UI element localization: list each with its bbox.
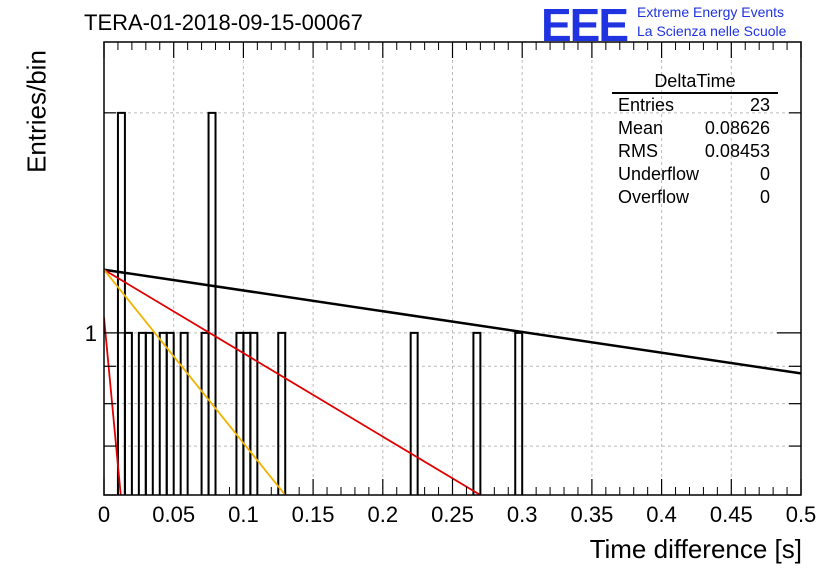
stats-value: 0	[759, 164, 770, 184]
stats-row: Underflow 0	[612, 163, 778, 186]
stats-row: Entries 23	[612, 94, 778, 117]
histogram-bars	[116, 111, 524, 495]
stats-box: DeltaTime Entries 23 Mean 0.08626 RMS 0.084…	[612, 70, 778, 209]
histogram-bin	[165, 331, 175, 495]
histogram-bin	[472, 331, 482, 495]
brand-text: Extreme Energy Events La Scienza nelle S…	[637, 3, 786, 41]
fit-line	[104, 268, 481, 495]
y-tick-label: 1	[85, 321, 97, 346]
y-axis-label: Entries/bin	[21, 50, 52, 173]
x-tick-label: 0.35	[570, 502, 613, 527]
stats-value: 23	[749, 95, 770, 115]
fit-line	[104, 268, 801, 375]
axis-ticks	[103, 42, 802, 496]
histogram-bin	[200, 331, 210, 495]
x-tick-label: 0.25	[431, 502, 474, 527]
stats-row: Overflow 0	[612, 186, 778, 209]
histogram-bin	[409, 331, 419, 495]
histogram-bin	[158, 331, 168, 495]
stats-label: Entries	[618, 95, 675, 115]
fit-lines	[104, 268, 801, 495]
stats-row: RMS 0.08453	[612, 140, 778, 163]
histogram-bin	[116, 111, 126, 495]
stats-title: DeltaTime	[612, 70, 778, 94]
stats-label: Overflow	[618, 187, 690, 207]
brand-line-2: La Scienza nelle Scuole	[637, 23, 787, 39]
stats-row: Mean 0.08626	[612, 117, 778, 140]
stats-value: 0.08453	[704, 141, 770, 161]
stats-label: Mean	[618, 118, 664, 138]
x-tick-label: 0.45	[710, 502, 753, 527]
brand-line-1: Extreme Energy Events	[637, 4, 785, 20]
histogram-bin	[277, 331, 287, 495]
histogram-bin	[179, 331, 189, 495]
x-tick-label: 0.5	[786, 502, 817, 527]
axis-tick-labels: 0 0.05 0.1 0.15 0.2 0.25 0.3 0.35 0.4 0.45 0.5 1	[85, 321, 817, 527]
x-tick-label: 0.3	[507, 502, 538, 527]
stats-label: Underflow	[618, 164, 700, 184]
eee-logo: EEE	[541, 0, 629, 51]
histogram-bin	[123, 331, 133, 495]
x-tick-label: 0.05	[152, 502, 195, 527]
plot-title: TERA-01-2018-09-15-00067	[84, 10, 363, 35]
x-tick-label: 0.1	[228, 502, 259, 527]
x-tick-label: 0.15	[292, 502, 335, 527]
x-tick-label: 0.2	[368, 502, 399, 527]
fit-line	[104, 317, 122, 495]
histogram-bin	[207, 111, 217, 495]
stats-label: RMS	[618, 141, 658, 161]
histogram-bin	[514, 331, 524, 495]
fit-line	[104, 269, 286, 495]
histogram-bin	[137, 331, 147, 495]
x-tick-label: 0.4	[646, 502, 677, 527]
histogram-bin	[249, 331, 259, 495]
stats-value: 0	[759, 187, 770, 207]
histogram-bin	[144, 331, 154, 495]
x-tick-label: 0	[98, 502, 110, 527]
x-axis-label: Time difference [s]	[589, 534, 802, 564]
stats-value: 0.08626	[704, 118, 770, 138]
histogram-bin	[235, 331, 245, 495]
